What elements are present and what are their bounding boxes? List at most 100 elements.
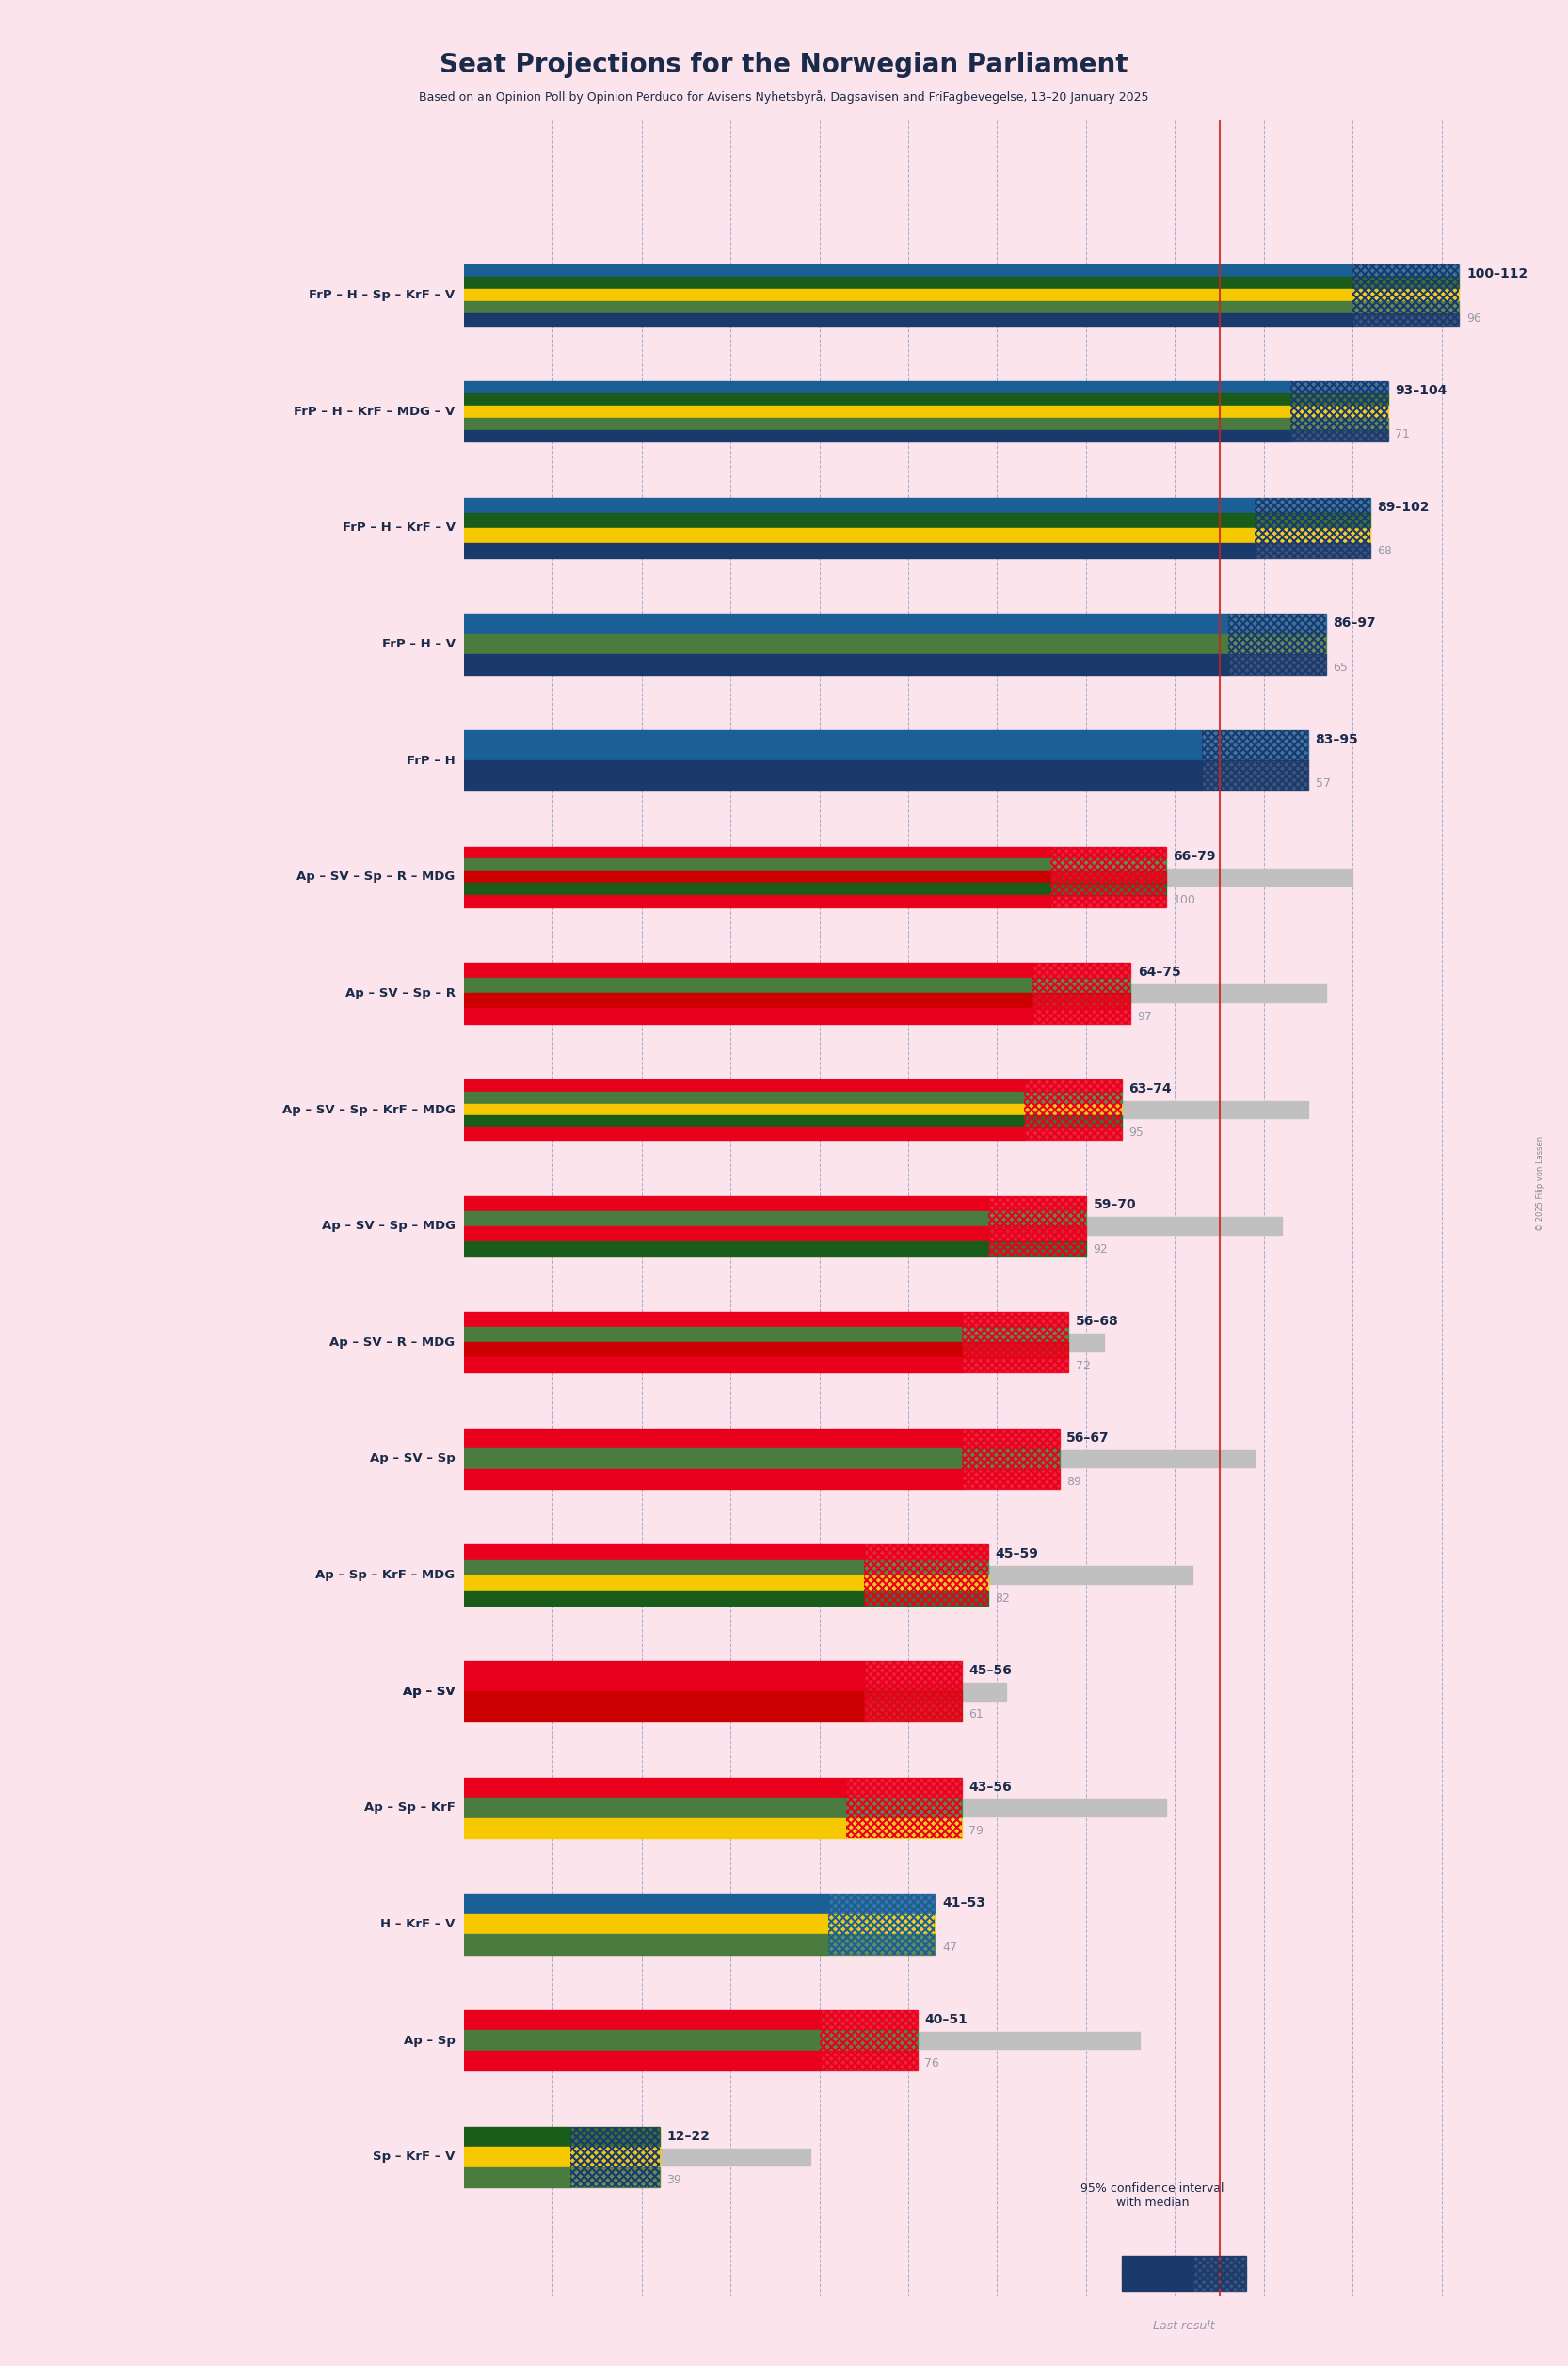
Bar	[464, 1211, 988, 1226]
Bar	[571, 2127, 660, 2186]
Bar	[1228, 613, 1327, 634]
Bar	[961, 1313, 1068, 1327]
Bar	[1033, 1008, 1131, 1024]
Bar	[464, 312, 1353, 327]
Bar	[1353, 300, 1460, 312]
Bar	[464, 1103, 1024, 1117]
Text: 56–67: 56–67	[1066, 1431, 1110, 1443]
Bar	[988, 1211, 1087, 1226]
Text: 95: 95	[1129, 1126, 1143, 1138]
Text: 97: 97	[1137, 1010, 1152, 1022]
Text: Ap – Sp: Ap – Sp	[403, 2035, 455, 2047]
Bar	[1033, 963, 1131, 977]
Bar	[464, 752, 971, 769]
Bar	[464, 1798, 847, 1817]
Text: FrP – H: FrP – H	[406, 755, 455, 767]
Bar	[1228, 634, 1327, 655]
Bar	[864, 1692, 961, 1722]
Bar	[961, 1358, 1068, 1372]
Text: H – KrF – V: H – KrF – V	[381, 1919, 455, 1931]
Bar	[464, 1079, 1024, 1091]
Text: 72: 72	[1076, 1360, 1090, 1372]
Bar	[864, 1545, 988, 1559]
Bar	[820, 2030, 917, 2051]
Bar	[464, 1313, 961, 1327]
Text: 71: 71	[1396, 428, 1410, 440]
Bar	[1201, 731, 1308, 790]
Text: Ap – SV – Sp – KrF – MDG: Ap – SV – Sp – KrF – MDG	[282, 1103, 455, 1117]
Bar	[464, 1008, 1033, 1024]
Bar	[464, 1091, 1024, 1103]
Bar	[464, 759, 1201, 790]
Bar	[464, 1935, 828, 1954]
Bar	[820, 2011, 917, 2070]
Bar	[464, 497, 1254, 513]
Bar	[1051, 847, 1167, 859]
Bar	[1051, 859, 1167, 871]
Bar	[1353, 265, 1460, 327]
Bar	[464, 542, 1254, 558]
Text: 63–74: 63–74	[1129, 1081, 1171, 1095]
Bar	[1201, 759, 1308, 790]
Bar	[961, 1342, 1068, 1358]
Bar	[1024, 1129, 1121, 1140]
Bar	[961, 1469, 1060, 1488]
Bar	[464, 513, 1254, 528]
Bar	[464, 894, 1051, 906]
Bar	[988, 1242, 1087, 1256]
Bar	[1033, 963, 1131, 1024]
Text: 86–97: 86–97	[1333, 618, 1377, 629]
Bar	[464, 416, 1290, 431]
Bar	[464, 731, 1201, 759]
Bar	[1290, 393, 1388, 405]
Text: Ap – SV: Ap – SV	[403, 1685, 455, 1696]
Text: 100: 100	[1173, 894, 1195, 906]
Text: FrP – H – KrF – V: FrP – H – KrF – V	[342, 523, 455, 535]
Bar	[464, 300, 1353, 312]
Bar	[1254, 497, 1370, 558]
Bar	[464, 289, 1353, 300]
Bar	[464, 2051, 820, 2070]
Text: 96: 96	[1466, 312, 1482, 324]
Bar	[464, 1893, 828, 1914]
Text: 65: 65	[1333, 662, 1348, 674]
Text: FrP – H – KrF – MDG – V: FrP – H – KrF – MDG – V	[293, 405, 455, 419]
Bar	[464, 2148, 811, 2165]
Bar	[464, 518, 1068, 537]
Text: 100–112: 100–112	[1466, 267, 1527, 282]
Bar	[464, 1916, 881, 1933]
Bar	[464, 1342, 961, 1358]
Bar	[464, 1559, 864, 1576]
Text: 39: 39	[666, 2174, 682, 2186]
Bar	[464, 1914, 828, 1935]
Text: 79: 79	[969, 1824, 983, 1836]
Bar	[464, 277, 1353, 289]
Bar	[464, 2167, 571, 2186]
Text: Ap – Sp – KrF: Ap – Sp – KrF	[364, 1801, 455, 1815]
Bar	[464, 1450, 1254, 1467]
Bar	[961, 1448, 1060, 1469]
Bar	[571, 2146, 660, 2167]
Text: 57: 57	[1316, 778, 1330, 790]
Bar	[1228, 613, 1327, 674]
Bar	[464, 1448, 961, 1469]
Bar	[464, 1576, 864, 1590]
Bar	[828, 1914, 935, 1935]
Text: 47: 47	[942, 1942, 956, 1954]
Bar	[988, 1195, 1087, 1256]
Bar	[464, 1566, 1193, 1583]
Text: 89–102: 89–102	[1378, 499, 1430, 513]
Bar	[988, 1226, 1087, 1242]
Bar	[1033, 994, 1131, 1008]
Text: Ap – SV – Sp – R – MDG: Ap – SV – Sp – R – MDG	[296, 871, 455, 883]
Bar	[464, 1117, 1024, 1129]
Bar	[864, 1590, 988, 1604]
Bar	[464, 2030, 820, 2051]
Bar	[464, 984, 1327, 1003]
Bar	[464, 402, 1094, 421]
Bar	[464, 634, 1228, 655]
Bar	[464, 265, 1353, 277]
Bar	[464, 1195, 988, 1211]
Text: 93–104: 93–104	[1396, 383, 1447, 397]
Bar	[847, 1777, 961, 1838]
